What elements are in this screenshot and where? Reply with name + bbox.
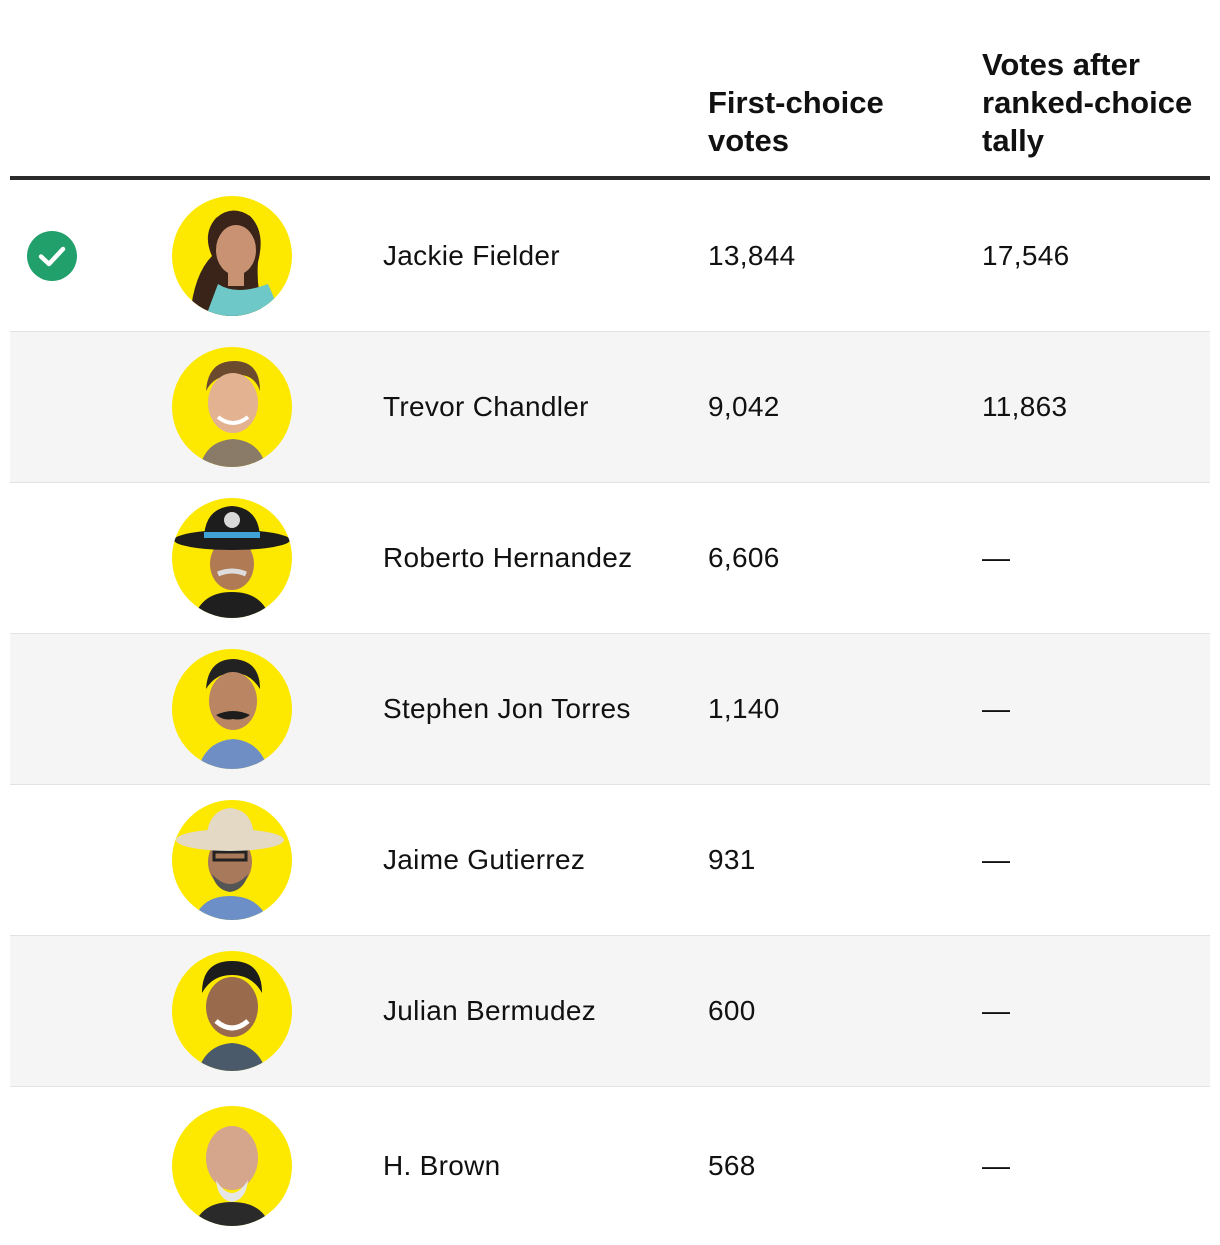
- candidate-name: Stephen Jon Torres: [383, 693, 631, 724]
- first-choice-votes: 568: [708, 1150, 756, 1181]
- table-row: Trevor Chandler 9,042 11,863: [10, 332, 1210, 483]
- table-header: First-choice votes Votes after ranked-ch…: [10, 0, 1210, 180]
- candidate-name: H. Brown: [383, 1150, 501, 1181]
- candidate-photo: [172, 195, 292, 316]
- final-votes: 11,863: [982, 391, 1068, 422]
- candidate-photo: [172, 1106, 292, 1226]
- header-votes-after-tally: Votes after ranked-choice tally: [982, 47, 1193, 158]
- final-votes: —: [982, 1150, 1011, 1181]
- candidate-photo: [172, 951, 292, 1071]
- table-row: Roberto Hernandez 6,606 —: [10, 483, 1210, 634]
- candidate-name: Jackie Fielder: [383, 239, 560, 271]
- candidate-name: Trevor Chandler: [383, 391, 589, 422]
- candidate-photo: [172, 347, 292, 467]
- candidate-photo: [172, 498, 292, 618]
- first-choice-votes: 13,844: [708, 239, 796, 271]
- first-choice-votes: 1,140: [708, 693, 780, 724]
- candidate-photo: [172, 649, 292, 769]
- final-votes: —: [982, 542, 1011, 573]
- candidate-photo: [172, 800, 292, 920]
- candidate-name: Julian Bermudez: [383, 995, 597, 1026]
- first-choice-votes: 6,606: [708, 542, 780, 573]
- final-votes: —: [982, 995, 1011, 1026]
- first-choice-votes: 600: [708, 995, 756, 1026]
- table-row: Stephen Jon Torres 1,140 —: [10, 634, 1210, 785]
- final-votes: —: [982, 844, 1011, 875]
- checkmark-circle-icon: [27, 230, 77, 281]
- results-table: First-choice votes Votes after ranked-ch…: [10, 0, 1210, 1245]
- header-first-choice-votes: First-choice votes: [708, 85, 884, 158]
- table-row: Julian Bermudez 600 —: [10, 936, 1210, 1087]
- first-choice-votes: 9,042: [708, 391, 780, 422]
- table-row: H. Brown 568 —: [10, 1087, 1210, 1245]
- table-row: Jaime Gutierrez 931 —: [10, 785, 1210, 936]
- table-row: Jackie Fielder 13,844 17,546: [10, 180, 1210, 332]
- candidate-name: Jaime Gutierrez: [383, 844, 586, 875]
- final-votes: 17,546: [982, 239, 1070, 271]
- final-votes: —: [982, 693, 1011, 724]
- first-choice-votes: 931: [708, 844, 756, 875]
- candidate-name: Roberto Hernandez: [383, 542, 633, 573]
